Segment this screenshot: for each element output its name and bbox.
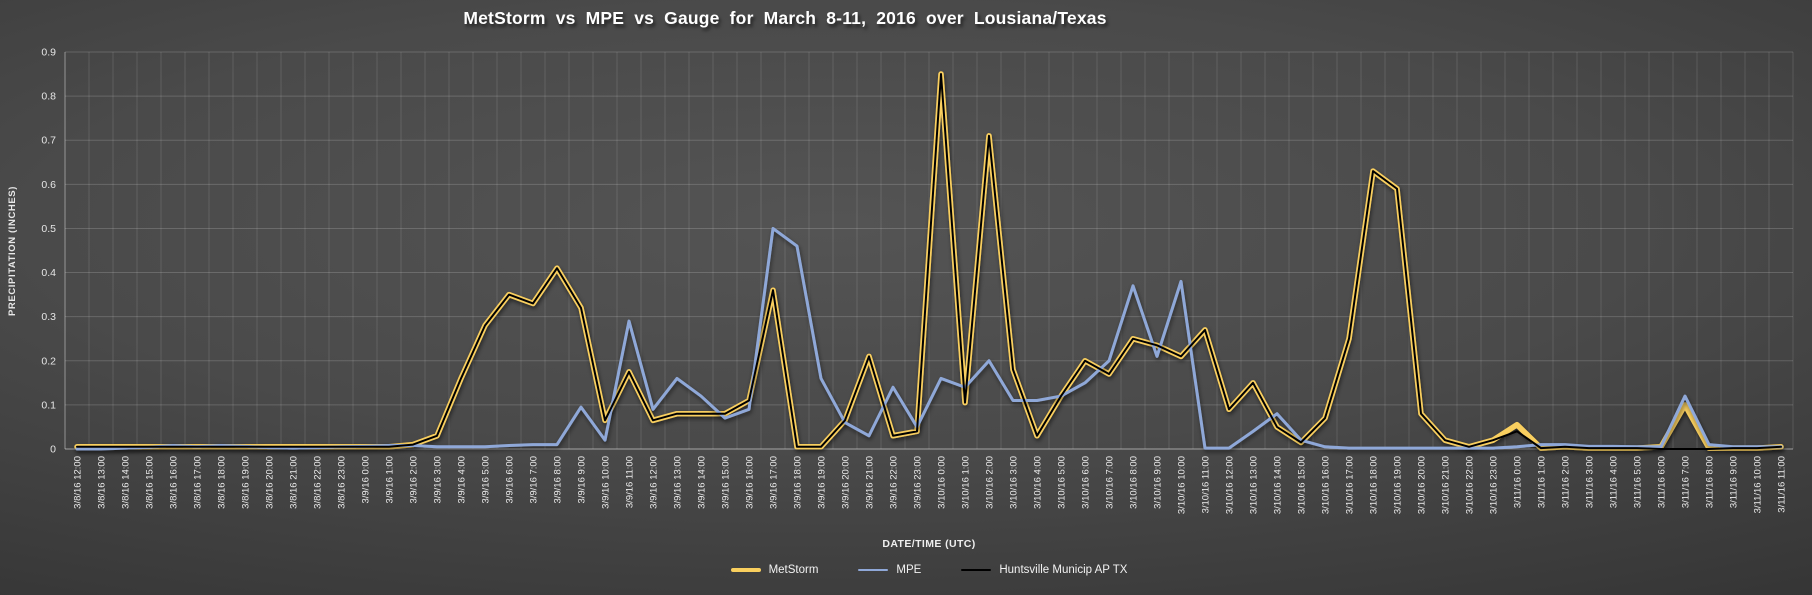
x-tick-label: 3/11/16 3:00	[1585, 456, 1596, 508]
legend-label-metstorm: MetStorm	[768, 564, 819, 576]
x-tick-label: 3/10/16 17:00	[1345, 456, 1356, 514]
x-tick-label: 3/9/16 23:00	[913, 456, 924, 509]
chart-title: MetStorm vs MPE vs Gauge for March 8-11,…	[463, 8, 1107, 28]
x-tick-label: 3/10/16 2:00	[985, 456, 996, 509]
x-tick-label: 3/9/16 2:00	[409, 456, 420, 504]
x-tick-label: 3/10/16 11:00	[1201, 456, 1212, 513]
x-tick-label: 3/10/16 15:00	[1297, 456, 1308, 514]
x-tick-label: 3/8/16 17:00	[193, 456, 204, 509]
x-tick-label: 3/10/16 23:00	[1489, 456, 1500, 514]
y-tick-label: 0.8	[41, 91, 56, 103]
x-tick-label: 3/11/16 0:00	[1513, 456, 1524, 508]
x-tick-label: 3/10/16 1:00	[961, 456, 972, 509]
x-tick-label: 3/10/16 0:00	[937, 456, 948, 509]
y-tick-label: 0.2	[41, 355, 56, 367]
gauge-line-swatch	[961, 569, 992, 571]
x-tick-label: 3/8/16 20:00	[265, 456, 276, 509]
x-tick-label: 3/11/16 10:00	[1753, 456, 1764, 513]
metstorm-line-swatch	[730, 567, 761, 573]
x-tick-label: 3/11/16 4:00	[1609, 456, 1620, 508]
x-tick-label: 3/10/16 8:00	[1129, 456, 1140, 509]
legend-label-mpe: MPE	[896, 564, 922, 576]
x-tick-label: 3/11/16 7:00	[1681, 456, 1692, 508]
x-tick-label: 3/8/16 13:00	[97, 456, 108, 509]
x-tick-label: 3/9/16 16:00	[745, 456, 756, 509]
y-tick-label: 0.7	[41, 135, 56, 147]
x-tick-label: 3/9/16 8:00	[553, 456, 564, 504]
x-tick-label: 3/9/16 1:00	[385, 456, 396, 504]
x-tick-label: 3/9/16 14:00	[697, 456, 708, 509]
legend: MetStorm MPE Huntsville Municip AP TX	[65, 564, 1793, 576]
x-tick-label: 3/8/16 22:00	[313, 456, 324, 509]
y-tick-label: 0.5	[41, 223, 56, 235]
x-tick-label: 3/11/16 8:00	[1705, 456, 1716, 508]
x-tick-label: 3/8/16 16:00	[169, 456, 180, 509]
x-tick-label: 3/10/16 4:00	[1033, 456, 1044, 509]
x-tick-label: 3/10/16 18:00	[1369, 456, 1380, 514]
x-tick-label: 3/9/16 0:00	[361, 456, 372, 504]
legend-item-gauge: Huntsville Municip AP TX	[961, 564, 1127, 576]
x-tick-label: 3/10/16 20:00	[1417, 456, 1428, 514]
mpe-line-swatch	[858, 569, 889, 571]
x-tick-label: 3/9/16 17:00	[769, 456, 780, 509]
x-tick-label: 3/9/16 10:00	[601, 456, 612, 509]
y-tick-label: 0	[50, 444, 56, 456]
x-tick-label: 3/9/16 18:00	[793, 456, 804, 509]
x-tick-label: 3/8/16 14:00	[121, 456, 132, 509]
x-tick-label: 3/9/16 7:00	[529, 456, 540, 504]
x-tick-label: 3/11/16 5:00	[1633, 456, 1644, 508]
x-tick-label: 3/9/16 20:00	[841, 456, 852, 509]
x-tick-label: 3/9/16 19:00	[817, 456, 828, 509]
y-tick-label: 0.4	[41, 267, 56, 279]
y-tick-label: 0.9	[41, 47, 56, 59]
x-tick-label: 3/10/16 9:00	[1153, 456, 1164, 509]
x-tick-label: 3/9/16 9:00	[577, 456, 588, 504]
x-tick-label: 3/10/16 10:00	[1177, 456, 1188, 514]
x-tick-label: 3/9/16 4:00	[457, 456, 468, 504]
y-tick-label: 0.3	[41, 311, 56, 323]
x-tick-label: 3/9/16 15:00	[721, 456, 732, 509]
x-tick-label: 3/10/16 3:00	[1009, 456, 1020, 509]
x-tick-label: 3/10/16 14:00	[1273, 456, 1284, 514]
x-tick-label: 3/11/16 1:00	[1537, 456, 1548, 508]
x-tick-label: 3/11/16 2:00	[1561, 456, 1572, 508]
x-tick-label: 3/8/16 19:00	[241, 456, 252, 509]
x-tick-label: 3/10/16 19:00	[1393, 456, 1404, 514]
x-tick-label: 3/10/16 13:00	[1249, 456, 1260, 514]
x-tick-label: 3/10/16 5:00	[1057, 456, 1068, 509]
x-tick-label: 3/9/16 6:00	[505, 456, 516, 504]
x-tick-label: 3/11/16 6:00	[1657, 456, 1668, 508]
x-tick-label: 3/9/16 11:00	[625, 456, 636, 508]
x-tick-label: 3/9/16 12:00	[649, 456, 660, 509]
x-tick-label: 3/10/16 16:00	[1321, 456, 1332, 514]
x-tick-label: 3/8/16 15:00	[145, 456, 156, 509]
x-tick-label: 3/8/16 12:00	[73, 456, 84, 509]
x-tick-label: 3/9/16 3:00	[433, 456, 444, 504]
x-tick-label: 3/10/16 6:00	[1081, 456, 1092, 509]
x-tick-label: 3/10/16 7:00	[1105, 456, 1116, 509]
x-tick-label: 3/9/16 22:00	[889, 456, 900, 509]
gauge-line	[76, 73, 1782, 450]
legend-label-gauge: Huntsville Municip AP TX	[999, 564, 1128, 576]
x-tick-label: 3/11/16 11:00	[1777, 456, 1788, 513]
x-tick-label: 3/9/16 21:00	[865, 456, 876, 509]
x-tick-label: 3/10/16 21:00	[1441, 456, 1452, 514]
legend-item-metstorm: MetStorm	[730, 564, 819, 576]
x-axis-title: DATE/TIME (UTC)	[882, 538, 976, 550]
x-tick-label: 3/8/16 18:00	[217, 456, 228, 509]
x-tick-label: 3/9/16 13:00	[673, 456, 684, 509]
x-tick-label: 3/9/16 5:00	[481, 456, 492, 504]
x-tick-label: 3/8/16 23:00	[337, 456, 348, 509]
y-tick-label: 0.1	[41, 399, 56, 411]
x-tick-label: 3/10/16 12:00	[1225, 456, 1236, 514]
y-tick-label: 0.6	[41, 179, 56, 191]
x-tick-label: 3/10/16 22:00	[1465, 456, 1476, 514]
legend-item-mpe: MPE	[858, 564, 921, 576]
x-tick-label: 3/11/16 9:00	[1729, 456, 1740, 508]
x-tick-label: 3/8/16 21:00	[289, 456, 300, 509]
